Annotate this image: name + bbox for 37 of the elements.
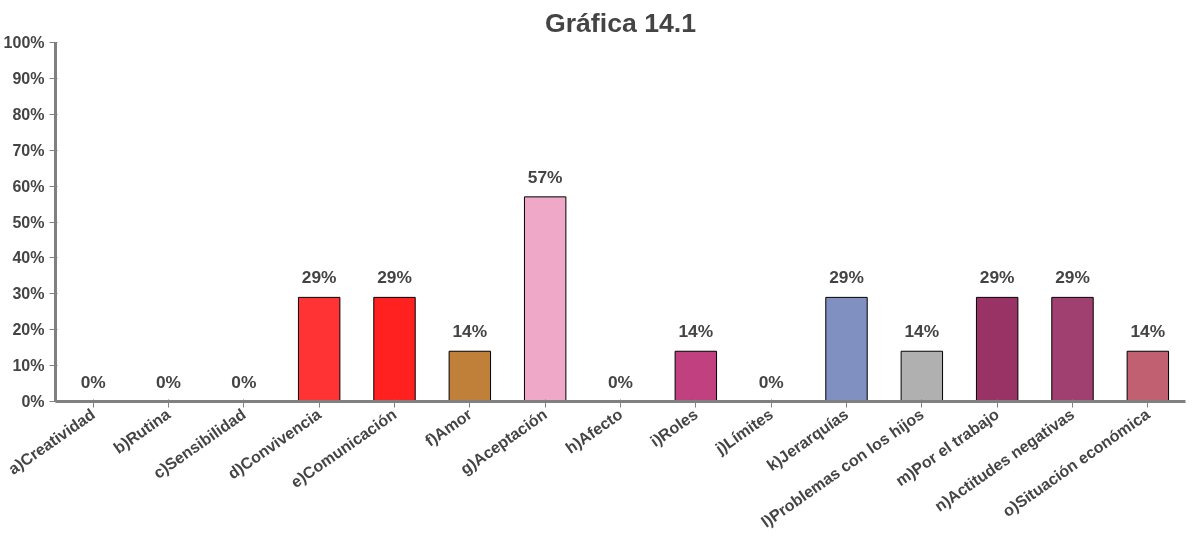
y-tick-label: 50% (12, 213, 45, 231)
y-tick-label: 100% (3, 34, 45, 51)
y-tick-label: 0% (21, 393, 45, 410)
data-label: 0% (758, 371, 784, 392)
y-tick-label: 20% (12, 321, 45, 339)
bar (975, 296, 1019, 402)
bar (297, 296, 341, 402)
bar (1051, 296, 1094, 402)
data-label: 14% (904, 321, 940, 342)
data-label: 29% (829, 267, 864, 288)
data-label: 14% (1130, 321, 1166, 342)
bar (900, 350, 944, 402)
data-label: 29% (377, 267, 412, 288)
data-label: 29% (979, 267, 1015, 288)
data-label: 14% (452, 321, 488, 342)
bar (448, 350, 492, 402)
bar (1126, 350, 1170, 402)
y-tick-label: 40% (12, 249, 45, 267)
y-tick-label: 80% (12, 105, 45, 123)
data-label: 14% (678, 321, 714, 342)
y-tick-label: 10% (12, 357, 45, 375)
y-tick-label: 60% (12, 177, 45, 195)
data-label: 57% (527, 166, 563, 187)
bar (373, 296, 416, 402)
data-label: 29% (1055, 267, 1090, 288)
chart-title: Gráfica 14.1 (544, 7, 697, 38)
y-tick-label: 30% (12, 285, 45, 303)
data-label: 29% (301, 267, 337, 288)
data-label: 0% (231, 371, 257, 392)
data-label: 0% (607, 371, 634, 392)
bar (523, 196, 567, 402)
bar (674, 350, 718, 402)
y-tick-label: 70% (12, 141, 45, 159)
bar (825, 296, 868, 402)
data-label: 0% (155, 371, 182, 392)
y-tick-label: 90% (12, 69, 45, 87)
data-label: 0% (80, 371, 106, 392)
